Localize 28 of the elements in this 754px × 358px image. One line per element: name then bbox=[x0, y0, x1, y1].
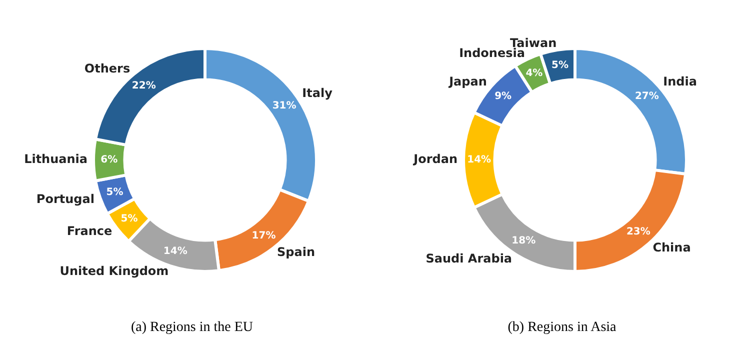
data-label: 9% bbox=[494, 91, 512, 102]
slice-label: Jordan bbox=[412, 152, 458, 166]
data-label: 14% bbox=[163, 246, 188, 257]
slice-label: Portugal bbox=[36, 192, 94, 206]
data-label: 5% bbox=[106, 187, 124, 198]
data-label: 23% bbox=[626, 226, 650, 238]
data-label: 6% bbox=[100, 154, 118, 166]
data-label: 31% bbox=[272, 100, 296, 112]
slice-label: United Kingdom bbox=[60, 264, 169, 278]
slice-label: Saudi Arabia bbox=[426, 251, 512, 266]
slice-label: Others bbox=[84, 62, 130, 76]
text: (a) Regions in the EU bbox=[130, 320, 254, 336]
text: (b) Regions in Asia bbox=[508, 320, 616, 336]
data-label: 18% bbox=[512, 236, 536, 247]
data-label: 5% bbox=[552, 60, 568, 71]
slice-label: France bbox=[66, 224, 112, 238]
data-label: 22% bbox=[132, 80, 156, 92]
data-label: 4% bbox=[526, 68, 543, 79]
data-label: 14% bbox=[467, 154, 492, 166]
data-label: 5% bbox=[120, 213, 138, 224]
data-label: 27% bbox=[634, 91, 659, 102]
data-label: 17% bbox=[252, 230, 276, 242]
slice-label: Italy bbox=[302, 86, 333, 100]
slice-label: Lithuania bbox=[24, 152, 88, 166]
slice-label: China bbox=[652, 240, 691, 254]
slice-label: Japan bbox=[448, 74, 487, 88]
slice-label: India bbox=[663, 74, 697, 88]
slice-label: Spain bbox=[277, 244, 316, 259]
